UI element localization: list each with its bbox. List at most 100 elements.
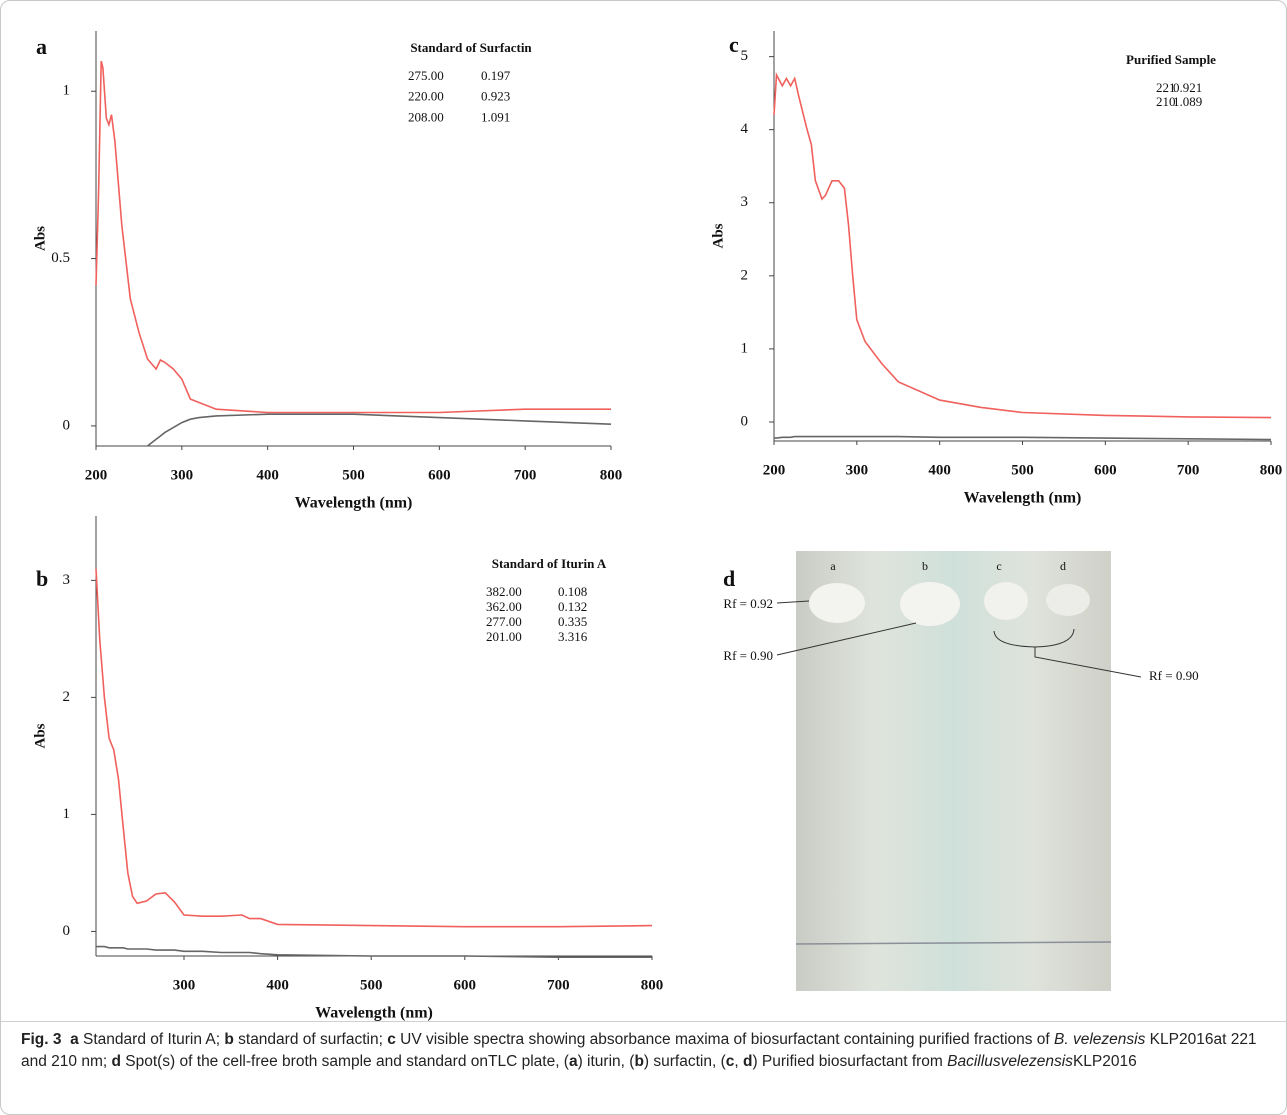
x-axis-title: Wavelength (nm) [295,495,413,512]
panel-label: b [36,566,48,591]
y-tick-label: 1 [741,340,749,356]
spot [1046,584,1090,616]
table-title: Standard of Surfactin [410,40,532,55]
x-tick-label: 700 [547,977,570,993]
table-cell: 0.335 [558,614,587,629]
table-cell: 208.00 [408,109,444,124]
x-axis-title: Wavelength (nm) [964,490,1082,507]
x-tick-label: 400 [928,462,951,478]
y-axis-title: Abs [710,223,726,248]
caption-text: ) Purified biosurfactant from [752,1053,948,1070]
spot [900,582,960,626]
table-cell: 1.091 [481,109,510,124]
table-cell: 0.108 [558,584,587,599]
y-axis-title: Abs [32,226,48,251]
spectrum-line [95,60,611,414]
y-tick-label: 0.5 [51,250,70,266]
caption-text: d [742,1053,753,1070]
spectrum-line [96,945,652,958]
caption-text: c [387,1031,396,1048]
table-cell: 0.132 [558,599,587,614]
separator [1,1021,1286,1022]
y-tick-label: 5 [741,48,749,64]
spectrum-line [147,413,612,447]
caption-text: d [111,1053,121,1070]
caption-text: a [70,1031,79,1048]
caption-text: UV visible spectra showing absorbance ma… [395,1031,1055,1048]
table-cell: 0.921 [1173,80,1202,95]
leader [776,622,917,656]
bracket [993,628,1142,678]
y-tick-label: 2 [63,689,71,705]
lane-label: d [1060,559,1066,573]
tlc-photo [776,551,1142,991]
lane-label: a [830,559,836,573]
x-tick-label: 400 [256,467,279,483]
table-cell: 275.00 [408,68,444,83]
lane-label: b [922,559,928,573]
y-tick-label: 0 [63,417,71,433]
spot [809,583,865,623]
table-cell: 3.316 [558,629,588,644]
x-axis-title: Wavelength (nm) [315,1005,433,1021]
table-title: Purified Sample [1126,52,1216,67]
caption-text: Spot(s) of the cell-free broth sample an… [120,1053,569,1070]
y-tick-label: 1 [63,83,71,99]
caption-text: a [568,1053,578,1070]
x-tick-label: 200 [85,467,108,483]
x-tick-label: 400 [266,977,289,993]
y-tick-label: 4 [741,121,749,137]
x-tick-label: 300 [173,977,196,993]
x-tick-label: 800 [1260,462,1283,478]
caption-text: c [725,1053,735,1070]
x-tick-label: 600 [1094,462,1117,478]
table-cell: 210 [1156,94,1176,109]
spot [984,582,1028,620]
table-cell: 1.089 [1173,94,1202,109]
table-cell: 382.00 [486,584,522,599]
caption-text: Bacillusvelezensis [947,1053,1073,1070]
panel-label: d [723,566,735,591]
x-tick-label: 700 [514,467,537,483]
caption-text: , [734,1053,743,1070]
x-tick-label: 300 [846,462,869,478]
y-tick-label: 0 [63,923,71,939]
x-tick-label: 700 [1177,462,1200,478]
caption: Fig. 3 a Standard of Iturin A; b standar… [21,1029,1271,1073]
caption-text: ) iturin, ( [577,1053,635,1070]
baseline [795,941,1112,945]
panel-label: a [36,34,47,59]
caption-text: B. velezensis [1054,1031,1146,1048]
caption-text: b [224,1031,234,1048]
table-cell: 277.00 [486,614,522,629]
tlc-plate [796,551,1111,991]
caption-label: Fig. 3 [21,1031,62,1048]
x-tick-label: 500 [360,977,383,993]
x-tick-label: 500 [342,467,365,483]
lane-label: c [996,559,1001,573]
caption-text: KLP2016at 221 and 210 nm; [21,1031,1257,1070]
x-tick-label: 200 [763,462,786,478]
table-cell: 201.00 [486,629,522,644]
y-tick-label: 1 [63,806,71,822]
y-tick-label: 2 [741,267,749,283]
y-axis-title: Abs [32,723,48,748]
x-tick-label: 600 [428,467,451,483]
x-tick-label: 800 [641,977,664,993]
spectrum-line [774,435,1272,441]
x-tick-label: 600 [454,977,477,993]
y-tick-label: 3 [741,194,749,210]
table-cell: 0.197 [481,68,511,83]
x-tick-label: 500 [1011,462,1034,478]
caption-text: Standard of Iturin A; [78,1031,225,1048]
rf-label: Rf = 0.92 [723,596,773,611]
table-cell: 221 [1156,80,1176,95]
table-cell: 362.00 [486,599,522,614]
figure-panels: a 0 0.5 1 200 300 400 500 600 700 800 Abs Wavelength… [32,31,1283,1022]
table-cell: 0.923 [481,89,510,104]
caption-text: ) surfactin, ( [643,1053,726,1070]
spectrum-line [773,72,1272,419]
rf-label: Rf = 0.90 [723,648,773,663]
caption-text: KLP2016 [1072,1053,1137,1070]
